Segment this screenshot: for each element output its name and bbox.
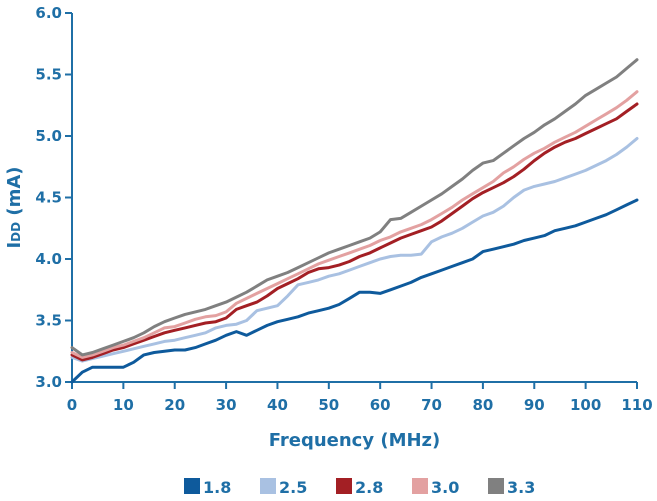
series-line-2-8 — [70, 102, 639, 362]
x-tick-label: 90 — [524, 396, 545, 414]
legend: 1.8 2.5 2.8 3.0 3.3 — [184, 478, 535, 497]
legend-swatch-2-5 — [260, 478, 276, 494]
x-tick-label: 110 — [621, 396, 652, 414]
legend-label-1-8: 1.8 — [203, 478, 231, 497]
x-tick-label: 70 — [421, 396, 442, 414]
x-tick-label: 0 — [67, 396, 77, 414]
x-tick-label: 60 — [370, 396, 391, 414]
x-tick-label: 100 — [570, 396, 601, 414]
y-axis-title-subscript: DD — [9, 222, 23, 242]
series-line-2-5 — [70, 137, 639, 363]
y-tick-label: 3.0 — [35, 373, 62, 391]
y-tick-label: 5.5 — [35, 66, 62, 84]
x-axis-title: Frequency (MHz) — [269, 430, 441, 451]
y-tick-label: 3.5 — [35, 312, 62, 330]
legend-label-3-0: 3.0 — [431, 478, 459, 497]
legend-label-2-5: 2.5 — [279, 478, 307, 497]
legend-swatch-2-8 — [336, 478, 352, 494]
series-line-1-8 — [70, 198, 639, 384]
legend-swatch-1-8 — [184, 478, 200, 494]
y-axis-title-main: I — [4, 242, 25, 249]
x-tick-label: 80 — [472, 396, 493, 414]
x-tick-label: 50 — [318, 396, 339, 414]
x-tick-label: 10 — [113, 396, 134, 414]
series-lines — [70, 58, 639, 384]
series-line-3-3 — [70, 58, 639, 357]
y-tick-label: 6.0 — [35, 4, 62, 22]
y-tick-label: 4.5 — [35, 189, 62, 207]
y-axis-ticks: 3.0 3.5 4.0 4.5 5.0 5.5 6.0 — [35, 4, 72, 391]
y-tick-label: 4.0 — [35, 250, 62, 268]
legend-label-2-8: 2.8 — [355, 478, 383, 497]
x-tick-label: 30 — [216, 396, 237, 414]
legend-label-3-3: 3.3 — [507, 478, 535, 497]
legend-swatch-3-3 — [488, 478, 504, 494]
x-tick-label: 40 — [267, 396, 288, 414]
series-line-3-0 — [70, 90, 639, 359]
legend-swatch-3-0 — [412, 478, 428, 494]
x-axis-ticks: 0 10 20 30 40 50 60 70 80 90 100 110 — [67, 382, 653, 414]
x-tick-label: 20 — [164, 396, 185, 414]
y-axis-title-unit: (mA) — [4, 166, 25, 221]
y-tick-label: 5.0 — [35, 127, 62, 145]
y-axis-title: IDD (mA) — [4, 166, 25, 248]
